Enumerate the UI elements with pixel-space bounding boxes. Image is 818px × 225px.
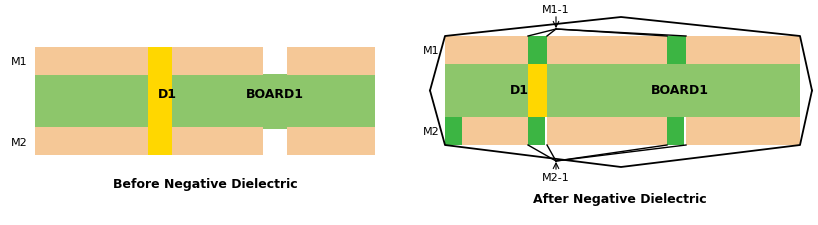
Bar <box>445 37 528 65</box>
Bar <box>35 75 375 129</box>
Bar <box>462 117 528 145</box>
Bar <box>528 37 547 65</box>
Text: BOARD1: BOARD1 <box>651 84 709 97</box>
Bar <box>445 65 800 117</box>
Bar <box>148 48 172 155</box>
Bar <box>547 37 667 65</box>
Bar <box>667 117 684 145</box>
Bar <box>287 127 375 155</box>
Bar <box>445 117 462 145</box>
Bar <box>528 65 547 117</box>
Text: BOARD1: BOARD1 <box>246 88 304 101</box>
Bar <box>172 127 263 155</box>
Bar <box>287 48 375 76</box>
Text: M1: M1 <box>424 46 440 56</box>
Bar <box>667 37 686 65</box>
Text: D1: D1 <box>158 88 177 101</box>
Text: M1-1: M1-1 <box>542 5 570 15</box>
Bar <box>686 117 800 145</box>
Bar <box>35 48 148 76</box>
Bar <box>547 117 667 145</box>
Bar <box>528 117 545 145</box>
Text: D1: D1 <box>510 84 529 97</box>
Bar <box>35 127 148 155</box>
Text: M2: M2 <box>423 126 440 136</box>
Bar <box>686 37 800 65</box>
Bar <box>172 48 263 76</box>
Text: After Negative Dielectric: After Negative Dielectric <box>533 193 707 206</box>
Text: M2-1: M2-1 <box>542 172 570 182</box>
Text: Before Negative Dielectric: Before Negative Dielectric <box>113 178 297 191</box>
Text: M2: M2 <box>11 137 28 147</box>
Text: M1: M1 <box>11 57 28 67</box>
